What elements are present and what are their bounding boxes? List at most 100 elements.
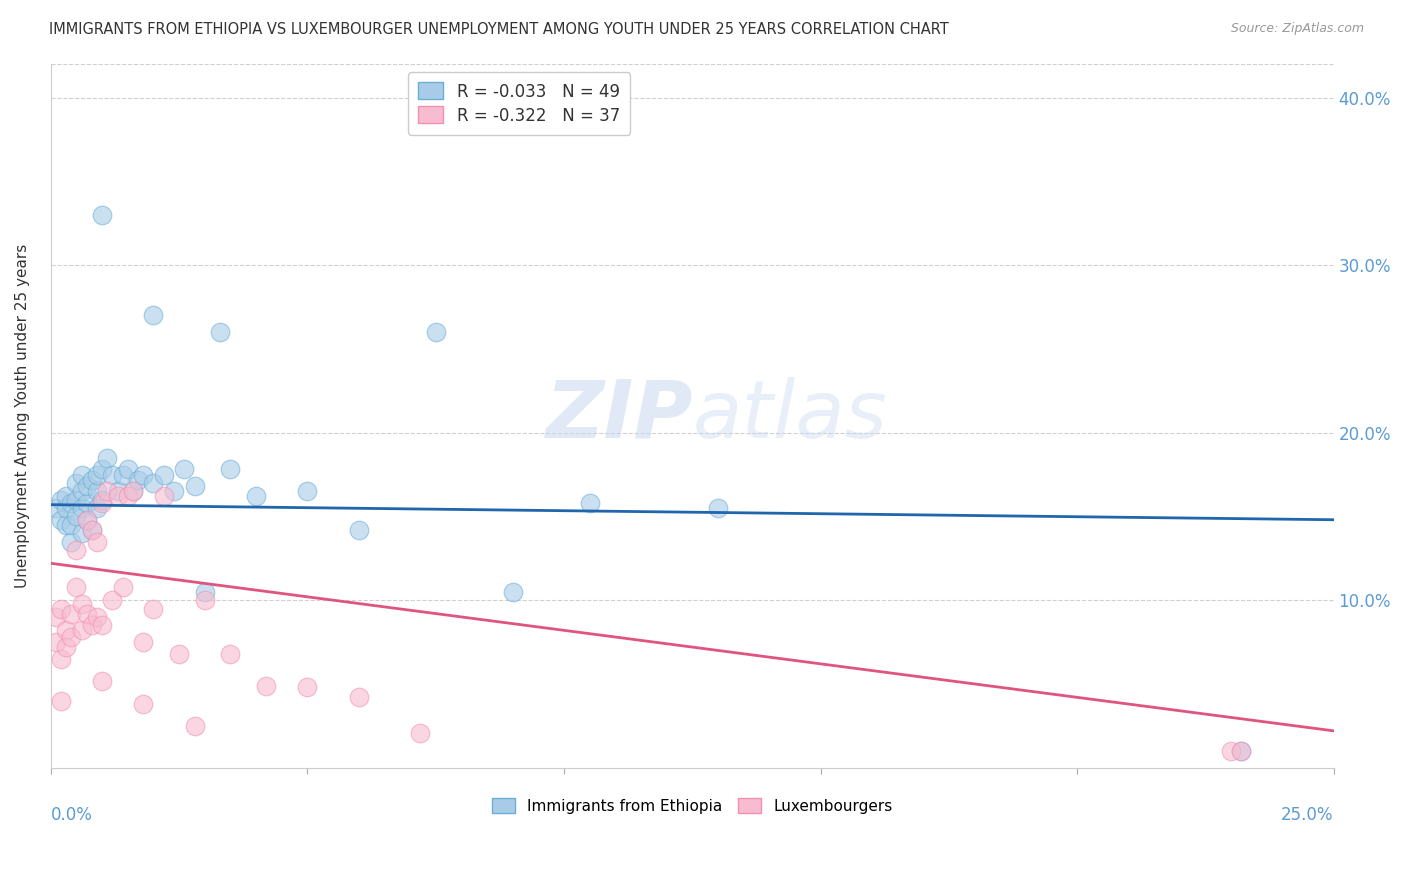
Text: ZIP: ZIP (546, 377, 692, 455)
Point (86, 534, 108, 549)
Point (60, 517, 83, 532)
Point (219, 647, 242, 661)
Point (45, 610, 67, 624)
Point (76, 496, 98, 510)
Point (183, 719, 205, 733)
Point (49, 694, 72, 708)
Point (194, 584, 217, 599)
Text: 25.0%: 25.0% (1281, 806, 1334, 824)
Point (117, 462, 139, 476)
Point (578, 496, 600, 510)
Point (91, 492, 114, 507)
Point (96, 450, 118, 465)
Point (70, 624, 93, 638)
Point (152, 489, 174, 503)
Point (707, 501, 730, 516)
Point (122, 484, 145, 499)
Point (55, 501, 77, 516)
Point (91, 673, 114, 688)
Point (45, 501, 67, 516)
Point (132, 467, 155, 482)
Point (297, 484, 319, 499)
Point (70, 597, 93, 611)
Point (347, 690, 370, 705)
Point (86, 501, 108, 516)
Point (117, 489, 139, 503)
Point (55, 489, 77, 503)
Point (1220, 744, 1243, 758)
Text: Source: ZipAtlas.com: Source: ZipAtlas.com (1230, 22, 1364, 36)
Point (101, 467, 124, 482)
Point (254, 679, 277, 693)
Point (76, 607, 98, 621)
Point (70, 467, 93, 482)
Point (101, 593, 124, 607)
Point (173, 462, 195, 476)
Point (91, 462, 114, 476)
Point (167, 647, 190, 661)
Point (347, 523, 370, 537)
Point (502, 584, 524, 599)
Point (425, 325, 447, 339)
Point (60, 630, 83, 644)
Y-axis label: Unemployment Among Youth under 25 years: Unemployment Among Youth under 25 years (15, 244, 30, 588)
Point (91, 496, 114, 510)
Point (209, 325, 232, 339)
Point (76, 513, 98, 527)
Point (107, 489, 129, 503)
Point (49, 492, 72, 507)
Point (70, 501, 93, 516)
Point (107, 484, 129, 499)
Point (142, 601, 165, 615)
Text: 0.0%: 0.0% (51, 806, 93, 824)
Point (132, 697, 155, 711)
Point (127, 473, 149, 487)
Point (86, 467, 108, 482)
Point (297, 681, 319, 695)
Point (55, 517, 77, 532)
Point (65, 542, 87, 557)
Point (91, 618, 114, 632)
Point (49, 652, 72, 666)
Point (111, 580, 134, 594)
Point (65, 509, 87, 524)
Point (1230, 744, 1253, 758)
Text: IMMIGRANTS FROM ETHIOPIA VS LUXEMBOURGER UNEMPLOYMENT AMONG YOUTH UNDER 25 YEARS: IMMIGRANTS FROM ETHIOPIA VS LUXEMBOURGER… (49, 22, 949, 37)
Point (183, 479, 205, 493)
Point (91, 208, 114, 222)
Legend: Immigrants from Ethiopia, Luxembourgers: Immigrants from Ethiopia, Luxembourgers (486, 792, 898, 820)
Point (80, 473, 103, 487)
Point (219, 462, 242, 476)
Point (142, 309, 165, 323)
Point (86, 484, 108, 499)
Point (49, 601, 72, 615)
Point (132, 635, 155, 649)
Point (49, 513, 72, 527)
Point (65, 580, 87, 594)
Point (111, 467, 134, 482)
Point (70, 484, 93, 499)
Point (60, 534, 83, 549)
Point (60, 607, 83, 621)
Point (65, 475, 87, 490)
Point (55, 640, 77, 654)
Point (86, 610, 108, 624)
Point (152, 467, 174, 482)
Point (45, 635, 67, 649)
Point (60, 496, 83, 510)
Point (142, 475, 165, 490)
Point (76, 479, 98, 493)
Point (194, 593, 217, 607)
Point (70, 526, 93, 541)
Text: atlas: atlas (692, 377, 887, 455)
Point (80, 523, 103, 537)
Point (245, 489, 267, 503)
Point (65, 492, 87, 507)
Point (55, 624, 77, 638)
Point (80, 523, 103, 537)
Point (409, 725, 432, 739)
Point (80, 618, 103, 632)
Point (76, 513, 98, 527)
Point (1230, 744, 1253, 758)
Point (96, 484, 118, 499)
